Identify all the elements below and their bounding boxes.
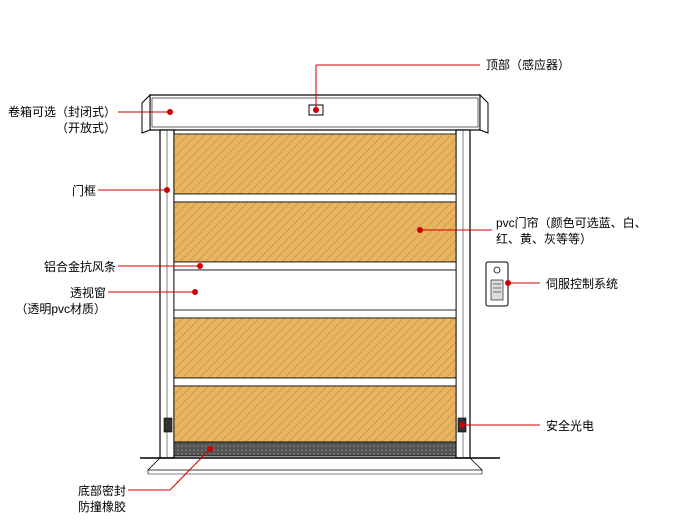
wind-bar-3 [174, 378, 456, 386]
label-servo: 伺服控制系统 [546, 276, 618, 293]
label-box-option-2: （开放式） [56, 120, 116, 137]
curtain-slat-3 [174, 318, 456, 378]
curtain-slat-1 [174, 134, 456, 194]
safety-sensor-left [164, 418, 172, 432]
curtain-slat-4 [174, 386, 456, 442]
label-bottom-seal-1: 底部密封 [78, 483, 126, 500]
label-pvc-curtain-1: pvc门帘（颜色可选蓝、白、 [496, 215, 647, 232]
rapid-door-diagram: 顶部（感应器） 卷箱可选（封闭式） （开放式） 门框 铝合金抗风条 透视窗 （透… [0, 0, 680, 525]
wind-bar-2 [174, 262, 456, 270]
label-door-frame: 门框 [72, 183, 96, 200]
label-box-option-1: 卷箱可选（封闭式） [8, 104, 116, 121]
bottom-seal [174, 442, 456, 456]
curtain-slat-2 [174, 202, 456, 262]
label-top-sensor: 顶部（感应器） [486, 57, 570, 74]
label-view-window-2: （透明pvc材质） [15, 301, 106, 318]
label-wind-bar: 铝合金抗风条 [44, 259, 116, 276]
wind-bar-1 [174, 194, 456, 202]
label-view-window-1: 透视窗 [70, 285, 106, 302]
label-pvc-curtain-2: 红、黄、灰等等） [496, 231, 592, 248]
view-window [174, 270, 456, 314]
label-safety: 安全光电 [546, 418, 594, 435]
label-bottom-seal-2: 防撞橡胶 [78, 499, 126, 516]
